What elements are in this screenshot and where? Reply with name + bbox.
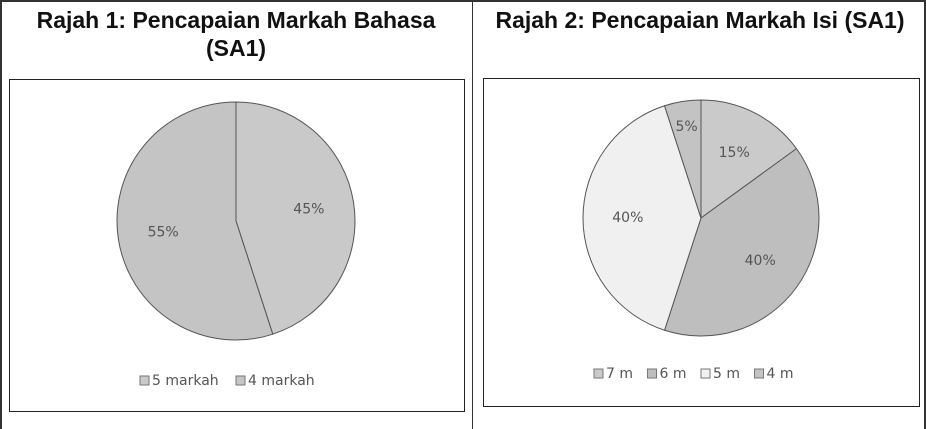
- legend-label: 4 markah: [248, 373, 315, 389]
- pie-slice: [116, 101, 274, 341]
- chart: 45% 55% 5 markah 4 markah: [9, 79, 465, 412]
- table-cell: [472, 0, 926, 429]
- pie-slice: [663, 147, 820, 337]
- chart-title: Rajah 1: Pencapaian Markah Bahasa (SA1): [36, 7, 436, 61]
- legend-swatch: [593, 368, 604, 379]
- pie-slice: [235, 101, 356, 335]
- table-cell: [0, 0, 473, 429]
- chart-title: Rajah 2: Pencapaian Markah Isi (SA1): [495, 7, 905, 33]
- pie-slice: [582, 105, 702, 331]
- pie-slice: [663, 99, 702, 219]
- legend-label: 5 m: [713, 366, 740, 382]
- data-label: 15%: [719, 145, 750, 161]
- legend-swatch: [139, 375, 150, 386]
- legend-label: 4 m: [767, 366, 794, 382]
- legend-swatch: [700, 368, 711, 379]
- legend-label: 5 markah: [152, 373, 219, 389]
- legend-label: 6 m: [660, 366, 687, 382]
- data-label: 5%: [675, 119, 697, 135]
- pie-slice: [700, 99, 798, 219]
- data-label: 40%: [745, 253, 776, 269]
- legend-label: 7 m: [606, 366, 633, 382]
- data-label: 45%: [293, 201, 324, 217]
- legend-swatch: [754, 368, 764, 379]
- data-label: 40%: [612, 210, 643, 226]
- legend-swatch: [647, 368, 657, 379]
- chart: 15% 40% 40% 5% 7 m 6 m 5 m 4 m: [483, 78, 920, 407]
- legend-swatch: [235, 375, 246, 386]
- data-label: 55%: [148, 225, 179, 241]
